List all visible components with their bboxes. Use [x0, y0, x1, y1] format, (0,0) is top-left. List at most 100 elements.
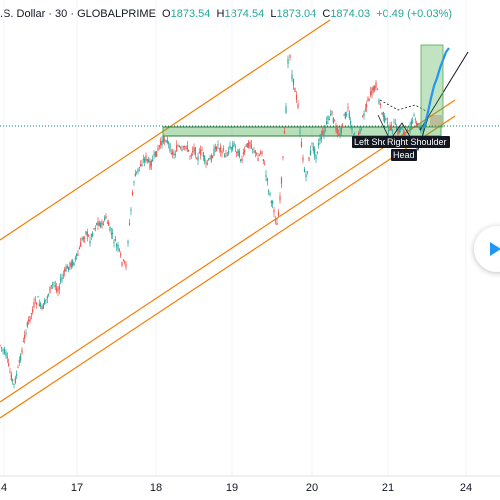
- candle-body: [292, 78, 295, 86]
- candle-body: [246, 143, 248, 147]
- candle-body: [184, 145, 186, 148]
- candle-body: [312, 146, 314, 151]
- candle-body: [330, 114, 332, 116]
- candle-body: [385, 118, 387, 120]
- candle-body: [37, 296, 39, 298]
- candle-body: [302, 157, 304, 161]
- candle-body: [172, 151, 174, 155]
- chart-header: .S. Dollar · 30 · GLOBALPRIME O1873.54 H…: [0, 8, 452, 20]
- annotation-label: Head: [393, 150, 415, 160]
- play-icon: [490, 242, 500, 256]
- low-value: 1873.04: [276, 8, 317, 20]
- x-axis: 4 17 18 19 20 21 24: [1, 482, 472, 494]
- candle-body: [404, 132, 406, 137]
- candle-body: [5, 352, 7, 357]
- candle-body: [148, 159, 150, 162]
- candle-body: [26, 322, 28, 327]
- candle-body: [338, 134, 340, 136]
- candle-body: [208, 158, 210, 161]
- candle-body: [22, 341, 24, 343]
- candle-body: [287, 58, 289, 64]
- candle-body: [418, 127, 420, 129]
- trend-channel[interactable]: [0, 19, 456, 419]
- candle-body: [65, 267, 67, 272]
- candle-body: [397, 129, 399, 136]
- candle-body: [146, 159, 148, 162]
- candle-body: [384, 115, 386, 123]
- candle-body: [381, 112, 383, 114]
- candle-body: [342, 125, 344, 127]
- candle-body: [17, 367, 19, 369]
- candle-body: [421, 129, 423, 131]
- candle-body: [272, 201, 274, 204]
- candle-body: [78, 247, 80, 250]
- candle-body: [318, 143, 320, 146]
- candle-body: [185, 147, 187, 149]
- candle-body: [256, 153, 258, 155]
- channel-upper-line: [0, 19, 331, 241]
- candle-body: [210, 155, 212, 161]
- candle-body: [46, 296, 48, 299]
- candle-body: [327, 116, 329, 120]
- candle-body: [193, 147, 195, 151]
- candle-body: [50, 285, 52, 287]
- candle-body: [169, 144, 171, 152]
- candle-body: [73, 262, 75, 266]
- candle-body: [400, 127, 402, 130]
- x-tick-label: 24: [460, 482, 472, 494]
- candle-body: [245, 145, 247, 147]
- candle-body: [25, 332, 27, 334]
- symbol-name[interactable]: .S. Dollar: [0, 8, 46, 20]
- candle-body: [280, 177, 283, 184]
- candle-body: [182, 146, 184, 148]
- candle-body: [44, 300, 46, 305]
- x-tick-label: 18: [150, 482, 162, 494]
- interval[interactable]: 30: [55, 8, 68, 20]
- low-label: L: [270, 8, 277, 20]
- candle-body: [268, 190, 270, 192]
- candle-body: [137, 168, 139, 172]
- candle-body: [363, 113, 365, 116]
- candle-body: [228, 150, 230, 154]
- candle-body: [122, 259, 124, 261]
- candle-body: [127, 241, 129, 244]
- candle-body: [12, 379, 14, 382]
- candle-body: [273, 209, 275, 213]
- candle-body: [181, 148, 183, 151]
- candle-body: [386, 122, 388, 124]
- candle-body: [131, 191, 134, 195]
- candle-body: [226, 155, 228, 157]
- candle-body: [29, 316, 31, 322]
- candle-body: [180, 147, 182, 149]
- candle-body: [274, 220, 277, 222]
- candles: [0, 54, 426, 389]
- candle-body: [140, 164, 142, 167]
- candle-body: [234, 146, 236, 148]
- candle-body: [237, 149, 239, 156]
- candle-body: [102, 223, 104, 226]
- candle-body: [54, 285, 56, 287]
- candle-body: [166, 139, 168, 143]
- candle-body: [9, 371, 11, 373]
- candle-body: [331, 111, 333, 114]
- candle-body: [198, 152, 200, 154]
- candle-body: [315, 154, 317, 159]
- candle-body: [250, 144, 252, 149]
- grid: [0, 0, 500, 477]
- projection[interactable]: [420, 44, 450, 129]
- candle-body: [178, 146, 180, 148]
- candle-body: [188, 149, 190, 152]
- candle-body: [152, 159, 154, 162]
- candle-body: [194, 147, 196, 156]
- candle-body: [390, 124, 392, 131]
- channel-lower-line: [0, 115, 456, 419]
- candle-body: [324, 127, 326, 129]
- candle-body: [130, 209, 132, 211]
- candle-body: [42, 303, 44, 309]
- candle-body: [343, 114, 345, 116]
- candle-body: [309, 150, 312, 156]
- annotation-box: [385, 136, 450, 148]
- candle-body: [154, 151, 156, 157]
